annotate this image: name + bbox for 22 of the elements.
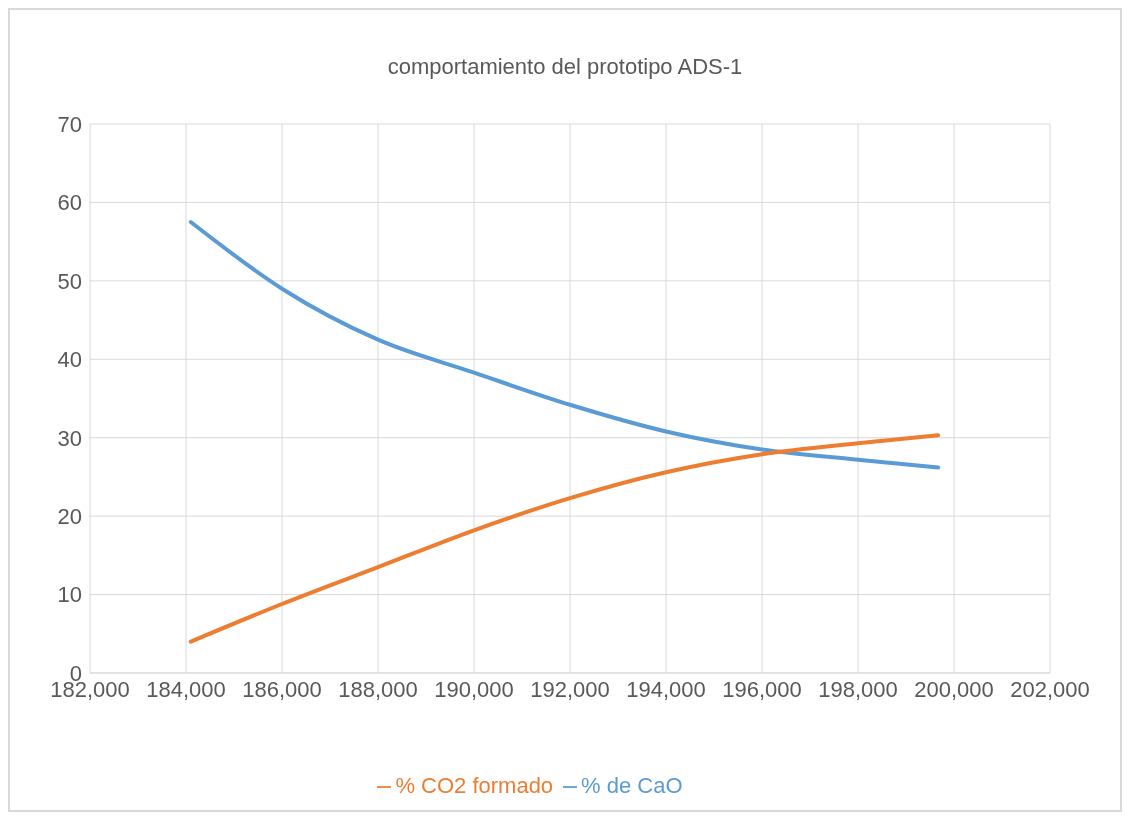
x-tick-label: 190,000 — [434, 676, 514, 702]
y-tick-label: 40 — [57, 347, 82, 373]
legend-label: % CO2 formado — [395, 773, 554, 798]
x-tick-label: 202,000 — [1010, 676, 1090, 702]
y-tick-label: 70 — [57, 111, 82, 137]
x-tick-label: 200,000 — [914, 676, 994, 702]
chart-title: comportamiento del prototipo ADS-1 — [386, 53, 744, 81]
line-series — [188, 433, 941, 644]
line-series — [188, 220, 941, 470]
x-tick-label: 198,000 — [818, 676, 898, 702]
x-tick-label: 188,000 — [338, 676, 418, 702]
legend-label: % de CaO — [581, 773, 683, 798]
x-tick-label: 186,000 — [242, 676, 322, 702]
y-tick-label: 50 — [57, 268, 82, 294]
x-tick-label: 196,000 — [722, 676, 802, 702]
x-tick-label: 194,000 — [626, 676, 706, 702]
x-tick-label: 192,000 — [530, 676, 610, 702]
x-tick-label: 184,000 — [146, 676, 226, 702]
y-tick-label: 60 — [57, 190, 82, 216]
y-tick-label: 20 — [57, 503, 82, 529]
y-tick-label: 30 — [57, 425, 82, 451]
y-tick-label: 10 — [57, 582, 82, 608]
